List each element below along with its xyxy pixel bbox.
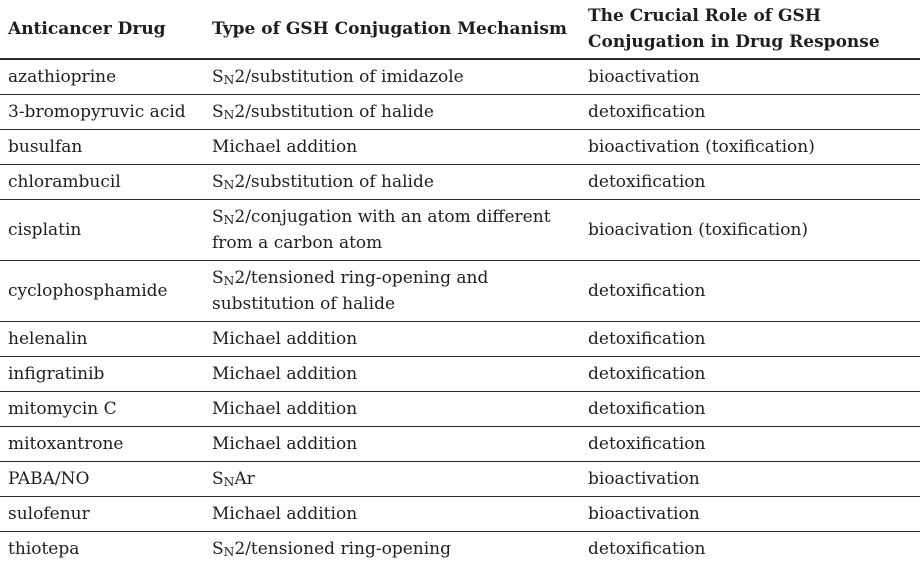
drug-cell: cisplatin: [0, 199, 204, 261]
table-row: busulfan Michael addition bioactivation (t…: [0, 129, 920, 165]
mechanism-cell: SNAr: [204, 461, 580, 497]
role-cell: detoxification: [580, 94, 920, 130]
role-cell: detoxification: [580, 391, 920, 427]
table-row: PABA/NO SNAr bioactivation: [0, 461, 920, 497]
mechanism-cell: Michael addition: [204, 129, 580, 165]
mechanism-cell: SN2/tensioned ring-opening and substitut…: [204, 260, 580, 322]
mechanism-cell: Michael addition: [204, 391, 580, 427]
drug-cell: thiotepa: [0, 531, 204, 565]
table-row: infigratinib Michael addition detoxificati…: [0, 356, 920, 392]
table-row: thiotepa SN2/tensioned ring-opening detoxi…: [0, 531, 920, 565]
role-cell: detoxification: [580, 531, 920, 565]
role-cell: detoxification: [580, 356, 920, 392]
mechanism-cell: Michael addition: [204, 321, 580, 357]
drug-cell: mitomycin C: [0, 391, 204, 427]
drug-cell: infigratinib: [0, 356, 204, 392]
role-cell: bioactivation (toxification): [580, 129, 920, 165]
role-cell: bioactivation: [580, 461, 920, 497]
mechanism-cell: Michael addition: [204, 426, 580, 462]
table-row: sulofenur Michael addition bioactivation: [0, 496, 920, 532]
drug-cell: cyclophosphamide: [0, 260, 204, 322]
drug-cell: helenalin: [0, 321, 204, 357]
role-cell: bioactivation: [580, 59, 920, 95]
table-row: mitoxantrone Michael addition detoxificati…: [0, 426, 920, 462]
mechanism-cell: Michael addition: [204, 356, 580, 392]
mechanism-cell: SN2/conjugation with an atom different f…: [204, 199, 580, 261]
subscript-text: N: [223, 178, 235, 193]
drug-cell: azathioprine: [0, 59, 204, 95]
drug-cell: mitoxantrone: [0, 426, 204, 462]
subscript-text: N: [223, 108, 235, 123]
drug-cell: PABA/NO: [0, 461, 204, 497]
mechanism-cell: SN2/substitution of halide: [204, 94, 580, 130]
table-body: azathioprine SN2/substitution of imidazol…: [0, 59, 920, 565]
role-cell: bioacivation (toxification): [580, 199, 920, 261]
table-row: mitomycin C Michael addition detoxificatio…: [0, 391, 920, 427]
subscript-text: N: [223, 73, 235, 88]
table-row: chlorambucil SN2/substitution of halide de…: [0, 164, 920, 200]
drug-cell: busulfan: [0, 129, 204, 165]
subscript-text: N: [223, 274, 235, 289]
role-cell: detoxification: [580, 260, 920, 322]
drug-cell: sulofenur: [0, 496, 204, 532]
role-cell: detoxification: [580, 321, 920, 357]
table-row: cisplatin SN2/conjugation with an atom di…: [0, 199, 920, 261]
subscript-text: N: [223, 213, 235, 228]
table-row: 3-bromopyruvic acid SN2/substitution of h…: [0, 94, 920, 130]
role-cell: detoxification: [580, 426, 920, 462]
role-cell: detoxification: [580, 164, 920, 200]
table-header-row: Anticancer Drug Type of GSH Conjugation …: [0, 0, 920, 60]
mechanism-cell: SN2/substitution of imidazole: [204, 59, 580, 95]
role-cell: bioactivation: [580, 496, 920, 532]
column-header-anticancer-drug: Anticancer Drug: [0, 0, 204, 60]
column-header-role-in-drug-response: The Crucial Role of GSH Conjugation in D…: [580, 0, 920, 60]
mechanism-cell: SN2/substitution of halide: [204, 164, 580, 200]
table-row: azathioprine SN2/substitution of imidazol…: [0, 59, 920, 95]
subscript-text: N: [223, 545, 235, 560]
subscript-text: N: [223, 475, 235, 490]
table-row: helenalin Michael addition detoxification: [0, 321, 920, 357]
mechanism-cell: SN2/tensioned ring-opening: [204, 531, 580, 565]
mechanism-cell: Michael addition: [204, 496, 580, 532]
drug-cell: chlorambucil: [0, 164, 204, 200]
table-row: cyclophosphamide SN2/tensioned ring-openi…: [0, 260, 920, 322]
column-header-conjugation-mechanism: Type of GSH Conjugation Mechanism: [204, 0, 580, 60]
drug-cell: 3-bromopyruvic acid: [0, 94, 204, 130]
